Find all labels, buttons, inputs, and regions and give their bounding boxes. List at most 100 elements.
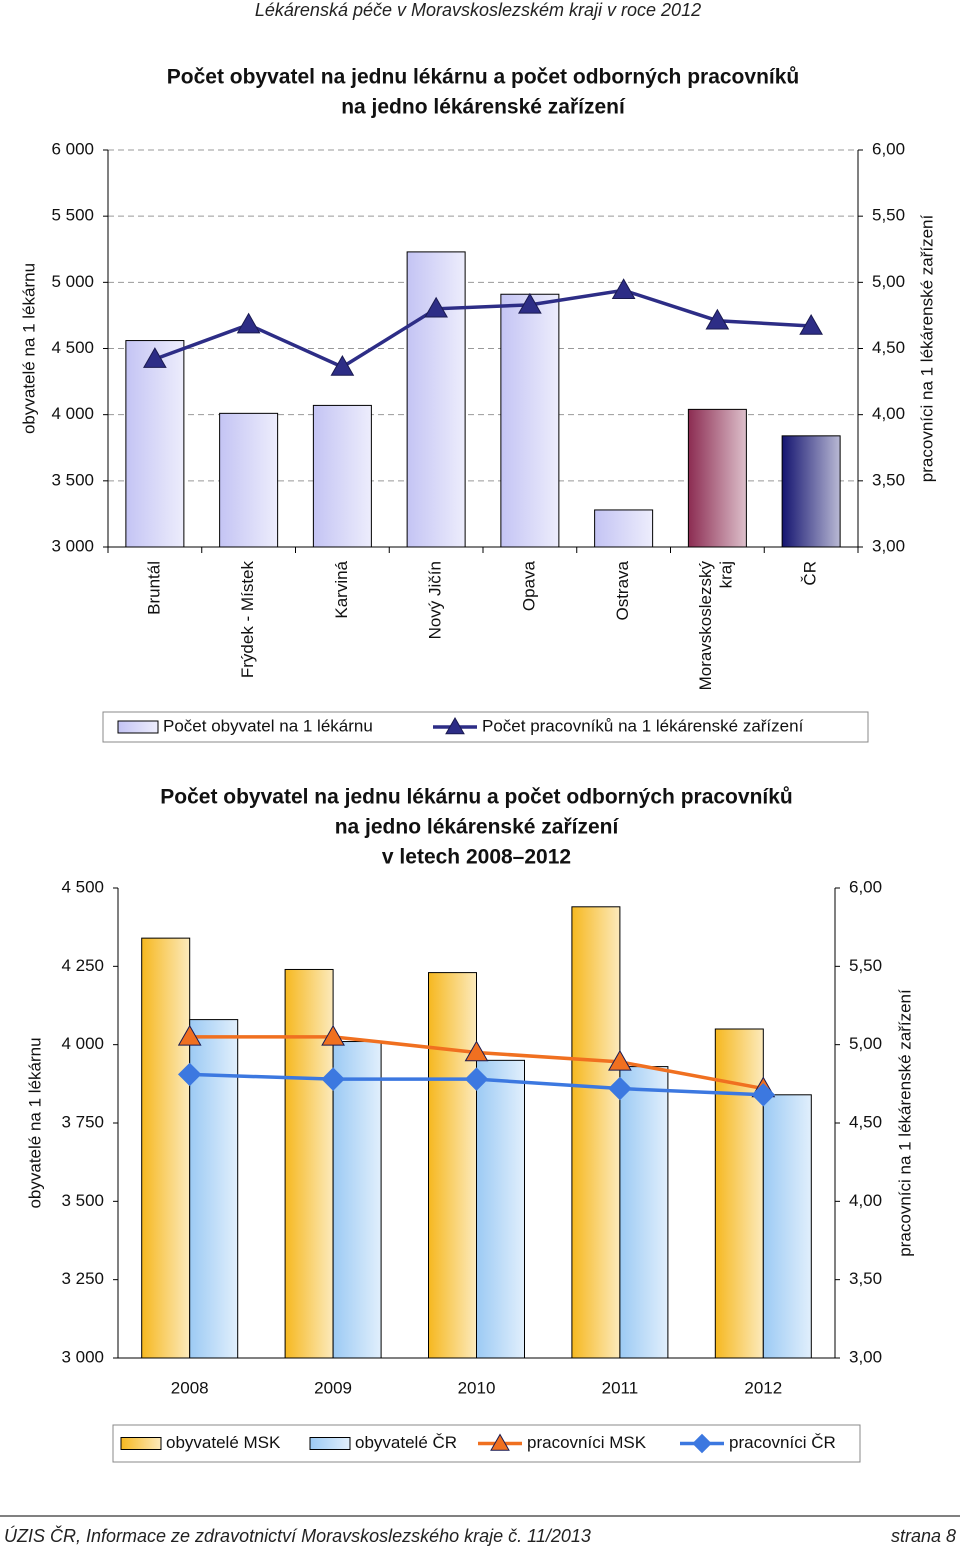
legend-label: pracovníci ČR — [729, 1433, 836, 1452]
y-tick-label: 3 750 — [61, 1112, 104, 1131]
legend-swatch — [120, 1437, 162, 1450]
y2-tick-label: 4,00 — [872, 404, 905, 423]
bar — [312, 404, 372, 548]
bar — [781, 435, 841, 548]
y-tick-label: 4 000 — [61, 1034, 104, 1053]
bar — [476, 1059, 525, 1359]
line-marker — [236, 312, 261, 334]
chart-title: Počet obyvatel na jednu lékárnu a počet … — [167, 66, 799, 89]
legend-marker — [692, 1433, 712, 1454]
y2-tick-label: 6,00 — [872, 139, 905, 158]
y2-tick-label: 5,00 — [872, 272, 905, 291]
y2-tick-label: 3,50 — [849, 1269, 882, 1288]
x-tick-label: Frýdek - Místek — [238, 561, 257, 679]
legend-marker — [445, 716, 465, 735]
bar — [219, 412, 279, 548]
y2-tick-label: 3,00 — [849, 1347, 882, 1366]
y2-tick-label: 3,50 — [872, 470, 905, 489]
legend-label: Počet pracovníků na 1 lékárenské zařízen… — [482, 716, 804, 735]
line-marker — [464, 1067, 489, 1091]
line-marker — [518, 292, 542, 314]
y2-tick-label: 5,50 — [849, 956, 882, 975]
line-marker — [611, 278, 636, 300]
footer-page: strana 8 — [891, 1526, 956, 1546]
line-marker — [143, 347, 167, 368]
line-marker — [799, 313, 823, 335]
bar — [406, 251, 466, 548]
legend-label: pracovníci MSK — [527, 1433, 647, 1452]
x-tick-label: Moravskoslezskýkraj — [697, 561, 736, 691]
legend-label: obyvatelé MSK — [166, 1433, 281, 1452]
x-tick-label: ČR — [801, 561, 820, 586]
legend-swatch — [309, 1437, 351, 1450]
y2-axis-title: pracovníci na 1 lékárenské zařízení — [895, 989, 914, 1257]
x-tick-label: Bruntál — [144, 561, 163, 615]
line-marker — [321, 1067, 345, 1091]
y-tick-label: 5 500 — [51, 206, 94, 225]
y2-tick-label: 3,00 — [872, 536, 905, 555]
y-tick-label: 4 250 — [61, 956, 104, 975]
line-marker — [608, 1049, 632, 1071]
bar — [500, 293, 560, 548]
y-tick-label: 5 000 — [51, 272, 94, 291]
x-tick-label: Nový Jičín — [426, 561, 445, 639]
y2-tick-label: 4,50 — [849, 1112, 882, 1131]
x-tick-label: 2009 — [314, 1378, 352, 1397]
x-tick-label: 2012 — [744, 1378, 782, 1397]
y-tick-label: 3 500 — [51, 470, 94, 489]
x-tick-label: 2011 — [602, 1378, 639, 1397]
footer-source: ÚZIS ČR, Informace ze zdravotnictví Mora… — [4, 1525, 591, 1546]
chart-title: na jedno lékárenské zařízení — [335, 816, 620, 839]
y-tick-label: 3 250 — [61, 1269, 104, 1288]
line-marker — [464, 1040, 489, 1062]
bar — [428, 972, 477, 1359]
y2-axis-title: pracovníci na 1 lékárenské zařízení — [917, 215, 936, 483]
line-marker — [751, 1083, 776, 1107]
legend-label: obyvatelé ČR — [355, 1433, 457, 1452]
y-tick-label: 4 500 — [51, 338, 94, 357]
y-axis-title: obyvatelé na 1 lékárnu — [19, 263, 38, 434]
y2-tick-label: 6,00 — [849, 877, 882, 896]
x-tick-label: 2008 — [171, 1378, 209, 1397]
bar — [571, 906, 621, 1359]
bar — [714, 1028, 764, 1359]
y-tick-label: 3 000 — [61, 1347, 104, 1366]
x-tick-label: 2010 — [458, 1378, 496, 1397]
y2-tick-label: 4,50 — [872, 338, 905, 357]
bar — [594, 509, 654, 548]
bar — [332, 1041, 382, 1359]
bar — [125, 340, 185, 548]
chart-title: na jedno lékárenské zařízení — [341, 96, 626, 119]
y-tick-label: 3 500 — [61, 1191, 104, 1210]
x-tick-label: Karviná — [332, 560, 351, 618]
y-tick-label: 4 500 — [61, 877, 104, 896]
legend-label: Počet obyvatel na 1 lékárnu — [163, 716, 373, 735]
y2-tick-label: 5,00 — [849, 1034, 882, 1053]
bar — [687, 408, 747, 548]
line-marker — [424, 296, 448, 318]
bar — [141, 937, 191, 1359]
bar — [284, 968, 334, 1359]
legend-swatch — [117, 720, 159, 734]
line-marker — [330, 355, 355, 376]
line-marker — [705, 308, 730, 330]
line-marker — [177, 1024, 202, 1046]
line-marker — [177, 1062, 202, 1087]
y2-tick-label: 4,00 — [849, 1191, 882, 1210]
legend-box — [102, 711, 869, 743]
x-tick-label: Ostrava — [613, 560, 632, 620]
bar — [619, 1066, 669, 1359]
line — [154, 288, 812, 370]
y-tick-label: 6 000 — [51, 139, 94, 158]
line-marker — [608, 1076, 632, 1101]
x-tick-label: Opava — [519, 560, 538, 611]
y-axis-title: obyvatelé na 1 lékárnu — [25, 1037, 44, 1208]
header-title: Lékárenská péče v Moravskoslezském kraji… — [255, 0, 701, 20]
legend-marker — [490, 1433, 510, 1451]
line-marker — [321, 1024, 345, 1046]
chart-title: Počet obyvatel na jednu lékárnu a počet … — [160, 786, 792, 809]
bar — [762, 1094, 812, 1359]
chart-title: v letech 2008–2012 — [382, 846, 571, 869]
y-tick-label: 3 000 — [51, 536, 94, 555]
